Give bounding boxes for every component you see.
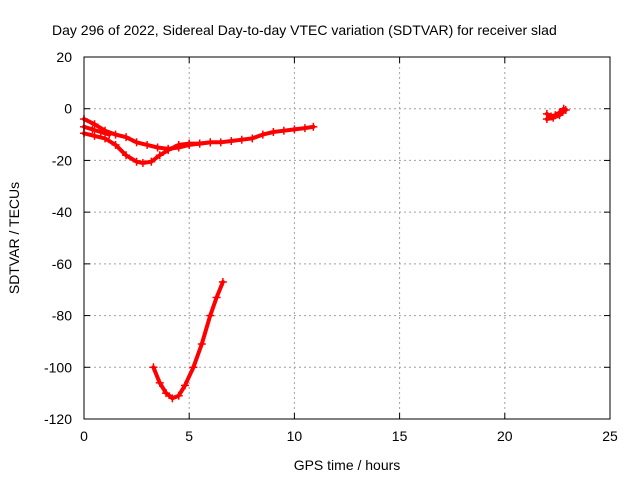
data-point bbox=[90, 131, 99, 140]
y-tick-label: -20 bbox=[52, 152, 72, 168]
data-point bbox=[122, 133, 131, 142]
series-line-track-d bbox=[151, 280, 225, 401]
data-point bbox=[555, 111, 564, 120]
data-point bbox=[180, 381, 189, 390]
data-point bbox=[248, 134, 257, 143]
x-tick-label: 25 bbox=[602, 428, 618, 444]
y-tick-label: 0 bbox=[64, 101, 72, 117]
data-point bbox=[111, 140, 120, 149]
data-point bbox=[206, 311, 215, 320]
data-point bbox=[138, 159, 147, 168]
x-tick-label: 5 bbox=[185, 428, 193, 444]
data-point bbox=[300, 124, 309, 133]
grid-lines bbox=[84, 57, 610, 419]
y-tick-label: -120 bbox=[44, 411, 72, 427]
y-tick-label: -100 bbox=[44, 359, 72, 375]
data-point bbox=[132, 157, 141, 166]
data-point bbox=[155, 151, 164, 160]
data-point bbox=[88, 125, 97, 134]
plot-frame bbox=[83, 56, 611, 420]
data-point bbox=[237, 135, 246, 144]
data-point bbox=[227, 137, 236, 146]
data-point bbox=[195, 139, 204, 148]
y-tick-label: -60 bbox=[52, 256, 72, 272]
y-axis-label: SDTVAR / TECUs bbox=[6, 182, 22, 294]
data-point bbox=[155, 378, 164, 387]
data-point bbox=[96, 127, 105, 136]
x-axis-label: GPS time / hours bbox=[294, 457, 401, 473]
chart-title: Day 296 of 2022, Sidereal Day-to-day VTE… bbox=[52, 22, 557, 38]
x-tick-label: 20 bbox=[497, 428, 513, 444]
data-point bbox=[258, 130, 267, 139]
data-point bbox=[269, 127, 278, 136]
data-point bbox=[216, 138, 225, 147]
data-point bbox=[162, 389, 171, 398]
data-point bbox=[132, 138, 141, 147]
data-point bbox=[218, 277, 227, 286]
data-point bbox=[164, 144, 173, 153]
x-tick-label: 10 bbox=[287, 428, 303, 444]
series-line-track-c bbox=[82, 124, 112, 137]
data-point bbox=[549, 113, 558, 122]
data-point bbox=[168, 394, 177, 403]
data-point bbox=[149, 363, 158, 372]
data-point bbox=[212, 293, 221, 302]
x-tick-label: 15 bbox=[392, 428, 408, 444]
data-point bbox=[147, 157, 156, 166]
data-point bbox=[206, 138, 215, 147]
data-point bbox=[174, 143, 183, 152]
data-point bbox=[101, 134, 110, 143]
data-point bbox=[197, 340, 206, 349]
x-tick-label: 0 bbox=[80, 428, 88, 444]
data-point bbox=[185, 140, 194, 149]
data-point bbox=[189, 363, 198, 372]
data-point bbox=[174, 391, 183, 400]
data-point bbox=[561, 106, 570, 115]
y-tick-label: -80 bbox=[52, 308, 72, 324]
data-point bbox=[105, 130, 114, 139]
data-point bbox=[279, 126, 288, 135]
data-point bbox=[542, 115, 551, 124]
data-point bbox=[90, 120, 99, 129]
data-point bbox=[153, 143, 162, 152]
y-tick-label: 20 bbox=[56, 49, 72, 65]
data-point bbox=[122, 151, 131, 160]
y-tick-label: -40 bbox=[52, 204, 72, 220]
data-point bbox=[309, 122, 318, 131]
data-point bbox=[290, 125, 299, 134]
data-series bbox=[80, 104, 570, 403]
axis-ticks: 0 5 10 15 20 25 20 0 -20 -40 -60 -80 -100 -120 bbox=[44, 49, 618, 444]
data-point bbox=[143, 140, 152, 149]
